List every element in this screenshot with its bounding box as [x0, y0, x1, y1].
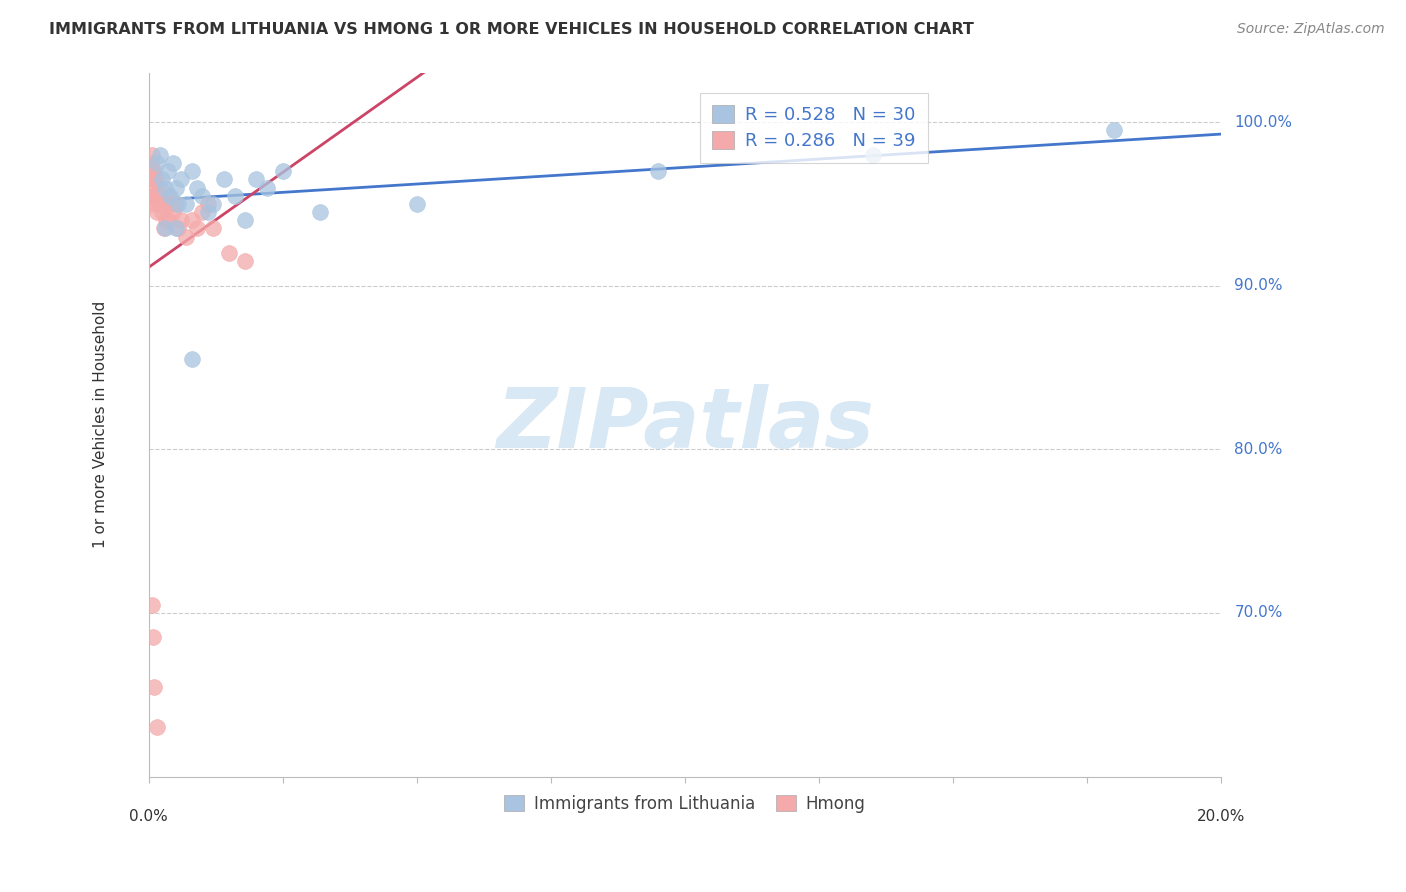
Point: [146, 205, 169, 219]
Text: 90.0%: 90.0%: [1234, 278, 1282, 293]
Point: [142, 164, 165, 178]
Point: [143, 180, 166, 194]
Point: [156, 164, 179, 178]
Point: [141, 164, 163, 178]
Point: [143, 680, 166, 694]
Point: [142, 188, 165, 202]
Point: [162, 156, 184, 170]
Point: [143, 188, 166, 202]
Point: [245, 172, 267, 186]
Point: [153, 221, 176, 235]
Point: [862, 148, 884, 162]
Point: [153, 197, 176, 211]
Point: [149, 197, 172, 211]
Point: [165, 197, 187, 211]
Point: [212, 172, 235, 186]
Point: [156, 188, 179, 202]
Point: [148, 188, 170, 202]
Point: [256, 180, 278, 194]
Legend: Immigrants from Lithuania, Hmong: Immigrants from Lithuania, Hmong: [496, 787, 873, 821]
Point: [197, 205, 219, 219]
Point: [235, 254, 257, 268]
Text: 20.0%: 20.0%: [1197, 809, 1246, 824]
Point: [176, 197, 198, 211]
Point: [271, 164, 294, 178]
Point: [139, 156, 162, 170]
Point: [191, 205, 214, 219]
Point: [150, 205, 173, 219]
Point: [235, 213, 257, 227]
Text: ZIPatlas: ZIPatlas: [496, 384, 875, 466]
Point: [186, 180, 208, 194]
Text: Source: ZipAtlas.com: Source: ZipAtlas.com: [1237, 22, 1385, 37]
Point: [647, 164, 669, 178]
Point: [146, 197, 169, 211]
Point: [145, 172, 167, 186]
Point: [180, 213, 202, 227]
Point: [162, 205, 184, 219]
Point: [146, 156, 169, 170]
Point: [159, 188, 181, 202]
Point: [141, 598, 163, 612]
Point: [150, 172, 173, 186]
Text: IMMIGRANTS FROM LITHUANIA VS HMONG 1 OR MORE VEHICLES IN HOUSEHOLD CORRELATION C: IMMIGRANTS FROM LITHUANIA VS HMONG 1 OR …: [49, 22, 974, 37]
Point: [180, 164, 202, 178]
Point: [406, 197, 429, 211]
Point: [153, 221, 176, 235]
Point: [139, 172, 162, 186]
Point: [165, 180, 187, 194]
Point: [141, 148, 163, 162]
Point: [146, 721, 169, 735]
Point: [180, 352, 202, 367]
Text: 0.0%: 0.0%: [129, 809, 169, 824]
Text: 100.0%: 100.0%: [1234, 114, 1292, 129]
Point: [165, 221, 187, 235]
Point: [202, 221, 225, 235]
Point: [142, 172, 165, 186]
Text: 80.0%: 80.0%: [1234, 442, 1282, 457]
Text: 70.0%: 70.0%: [1234, 606, 1282, 621]
Point: [153, 180, 176, 194]
Point: [167, 221, 190, 235]
Text: 1 or more Vehicles in Household: 1 or more Vehicles in Household: [93, 301, 108, 549]
Point: [309, 205, 332, 219]
Point: [191, 188, 214, 202]
Point: [218, 246, 240, 260]
Point: [170, 172, 193, 186]
Point: [139, 197, 162, 211]
Point: [202, 197, 225, 211]
Point: [142, 631, 165, 645]
Point: [159, 197, 181, 211]
Point: [170, 213, 193, 227]
Point: [155, 213, 177, 227]
Point: [149, 148, 172, 162]
Point: [157, 213, 180, 227]
Point: [197, 197, 219, 211]
Point: [1102, 123, 1125, 137]
Point: [186, 221, 208, 235]
Point: [176, 229, 198, 244]
Point: [149, 180, 172, 194]
Point: [167, 197, 190, 211]
Point: [224, 188, 246, 202]
